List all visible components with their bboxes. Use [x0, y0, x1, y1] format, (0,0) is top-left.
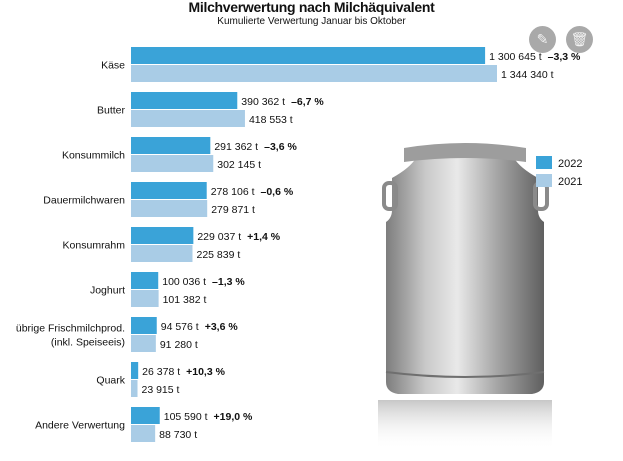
bar-2021 — [131, 65, 497, 82]
change-label: –3,6 % — [264, 141, 297, 153]
bar-2022 — [131, 407, 160, 424]
bar-2022 — [131, 92, 238, 109]
category-label: Butter — [97, 105, 126, 117]
category-label: Konsummilch — [62, 150, 125, 162]
change-label: –3,3 % — [548, 51, 581, 63]
edit-icon: ✎ — [536, 31, 549, 47]
value-label-2021: 1 344 340 t — [501, 69, 554, 81]
trash-icon: 🗑 — [570, 31, 589, 47]
value-label-2022: 229 037 t — [197, 231, 241, 243]
bar-2021 — [131, 200, 208, 217]
value-label-2022: 291 362 t — [214, 141, 258, 153]
milk-can-illustration — [378, 143, 552, 450]
value-label-2021: 302 145 t — [217, 159, 261, 171]
bar-2021 — [131, 110, 245, 127]
category-label: Käse — [101, 60, 125, 72]
chart-subtitle: Kumulierte Verwertung Januar bis Oktober — [217, 16, 406, 27]
value-label-2021: 279 871 t — [211, 204, 255, 216]
value-label-2021: 418 553 t — [249, 114, 293, 126]
value-label-2021: 101 382 t — [163, 294, 207, 306]
bar-2022 — [131, 272, 159, 289]
bar-2022 — [131, 182, 207, 199]
category-label: übrige Frischmilchprod. — [16, 323, 125, 335]
value-label-2021: 23 915 t — [142, 384, 180, 396]
bar-2022 — [131, 362, 139, 379]
value-label-2021: 88 730 t — [159, 429, 197, 441]
value-label-2021: 91 280 t — [160, 339, 198, 351]
bar-2021 — [131, 425, 156, 442]
chart-title: Milchverwertung nach Milchäquivalent — [188, 0, 435, 15]
category-label: Konsumrahm — [63, 240, 126, 252]
legend-label-2021: 2021 — [558, 176, 582, 188]
bar-2022 — [131, 47, 486, 64]
legend: 2022 2021 — [536, 156, 582, 188]
bar-2021 — [131, 290, 159, 307]
category-label: (inkl. Speiseeis) — [51, 337, 125, 349]
bar-2022 — [131, 317, 157, 334]
value-label-2022: 390 362 t — [241, 96, 285, 108]
value-label-2022: 105 590 t — [164, 411, 208, 423]
change-label: +3,6 % — [205, 321, 239, 333]
change-label: –1,3 % — [212, 276, 245, 288]
delete-button[interactable]: 🗑 — [566, 26, 593, 53]
value-label-2022: 94 576 t — [161, 321, 199, 333]
bar-2021 — [131, 335, 156, 352]
category-label: Dauermilchwaren — [43, 195, 125, 207]
change-label: –0,6 % — [261, 186, 294, 198]
category-label: Andere Verwertung — [35, 420, 125, 432]
legend-swatch-2021 — [536, 174, 552, 187]
legend-swatch-2022 — [536, 156, 552, 169]
category-label: Joghurt — [90, 285, 125, 297]
change-label: +1,4 % — [247, 231, 281, 243]
change-label: +19,0 % — [214, 411, 253, 423]
value-label-2022: 26 378 t — [142, 366, 180, 378]
value-label-2022: 1 300 645 t — [489, 51, 542, 63]
legend-label-2022: 2022 — [558, 158, 582, 170]
value-label-2021: 225 839 t — [196, 249, 240, 261]
bar-2021 — [131, 245, 193, 262]
value-label-2022: 278 106 t — [211, 186, 255, 198]
bar-2022 — [131, 227, 194, 244]
category-label: Quark — [96, 375, 125, 387]
value-label-2022: 100 036 t — [162, 276, 206, 288]
edit-button[interactable]: ✎ — [529, 26, 556, 53]
bar-2021 — [131, 155, 214, 172]
change-label: +10,3 % — [186, 366, 225, 378]
change-label: –6,7 % — [291, 96, 324, 108]
bar-2022 — [131, 137, 211, 154]
bar-2021 — [131, 380, 138, 397]
